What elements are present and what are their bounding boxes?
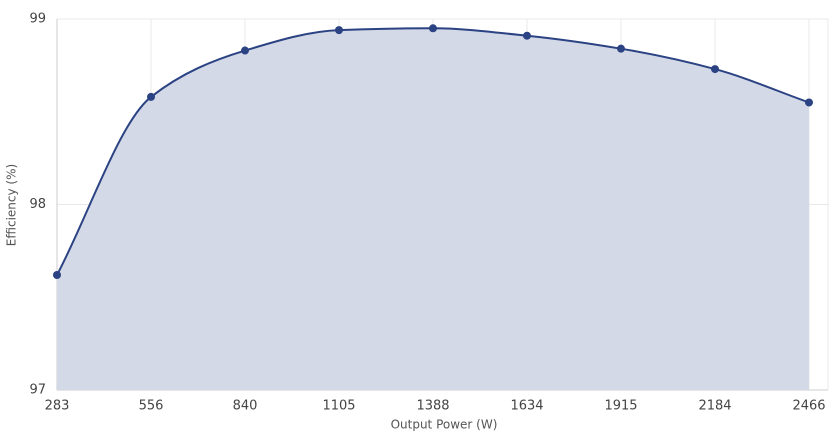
x-tick-label: 840 [233, 399, 258, 414]
point [523, 31, 531, 40]
point [147, 92, 155, 101]
x-tick-label: 1388 [416, 399, 449, 414]
point [241, 46, 249, 55]
x-tick-label: 1634 [510, 399, 543, 414]
y-tick-label: 99 [29, 12, 46, 27]
point [53, 270, 61, 279]
x-tick-label: 2466 [792, 399, 825, 414]
x-tick-label: 1915 [604, 399, 637, 414]
point [335, 26, 343, 35]
point [805, 98, 813, 107]
y-tick-label: 98 [29, 197, 46, 212]
point [617, 44, 625, 53]
x-tick-label: 1105 [322, 399, 355, 414]
x-axis-title: Output Power (W) [391, 418, 498, 432]
x-tick-label: 2184 [698, 399, 731, 414]
y-tick-label: 97 [29, 383, 46, 398]
x-tick-label: 283 [45, 399, 70, 414]
x-tick-label: 556 [139, 399, 164, 414]
point [429, 24, 437, 33]
area-fill [57, 28, 809, 391]
point [711, 65, 719, 74]
y-axis-title: Efficiency (%) [5, 164, 19, 246]
